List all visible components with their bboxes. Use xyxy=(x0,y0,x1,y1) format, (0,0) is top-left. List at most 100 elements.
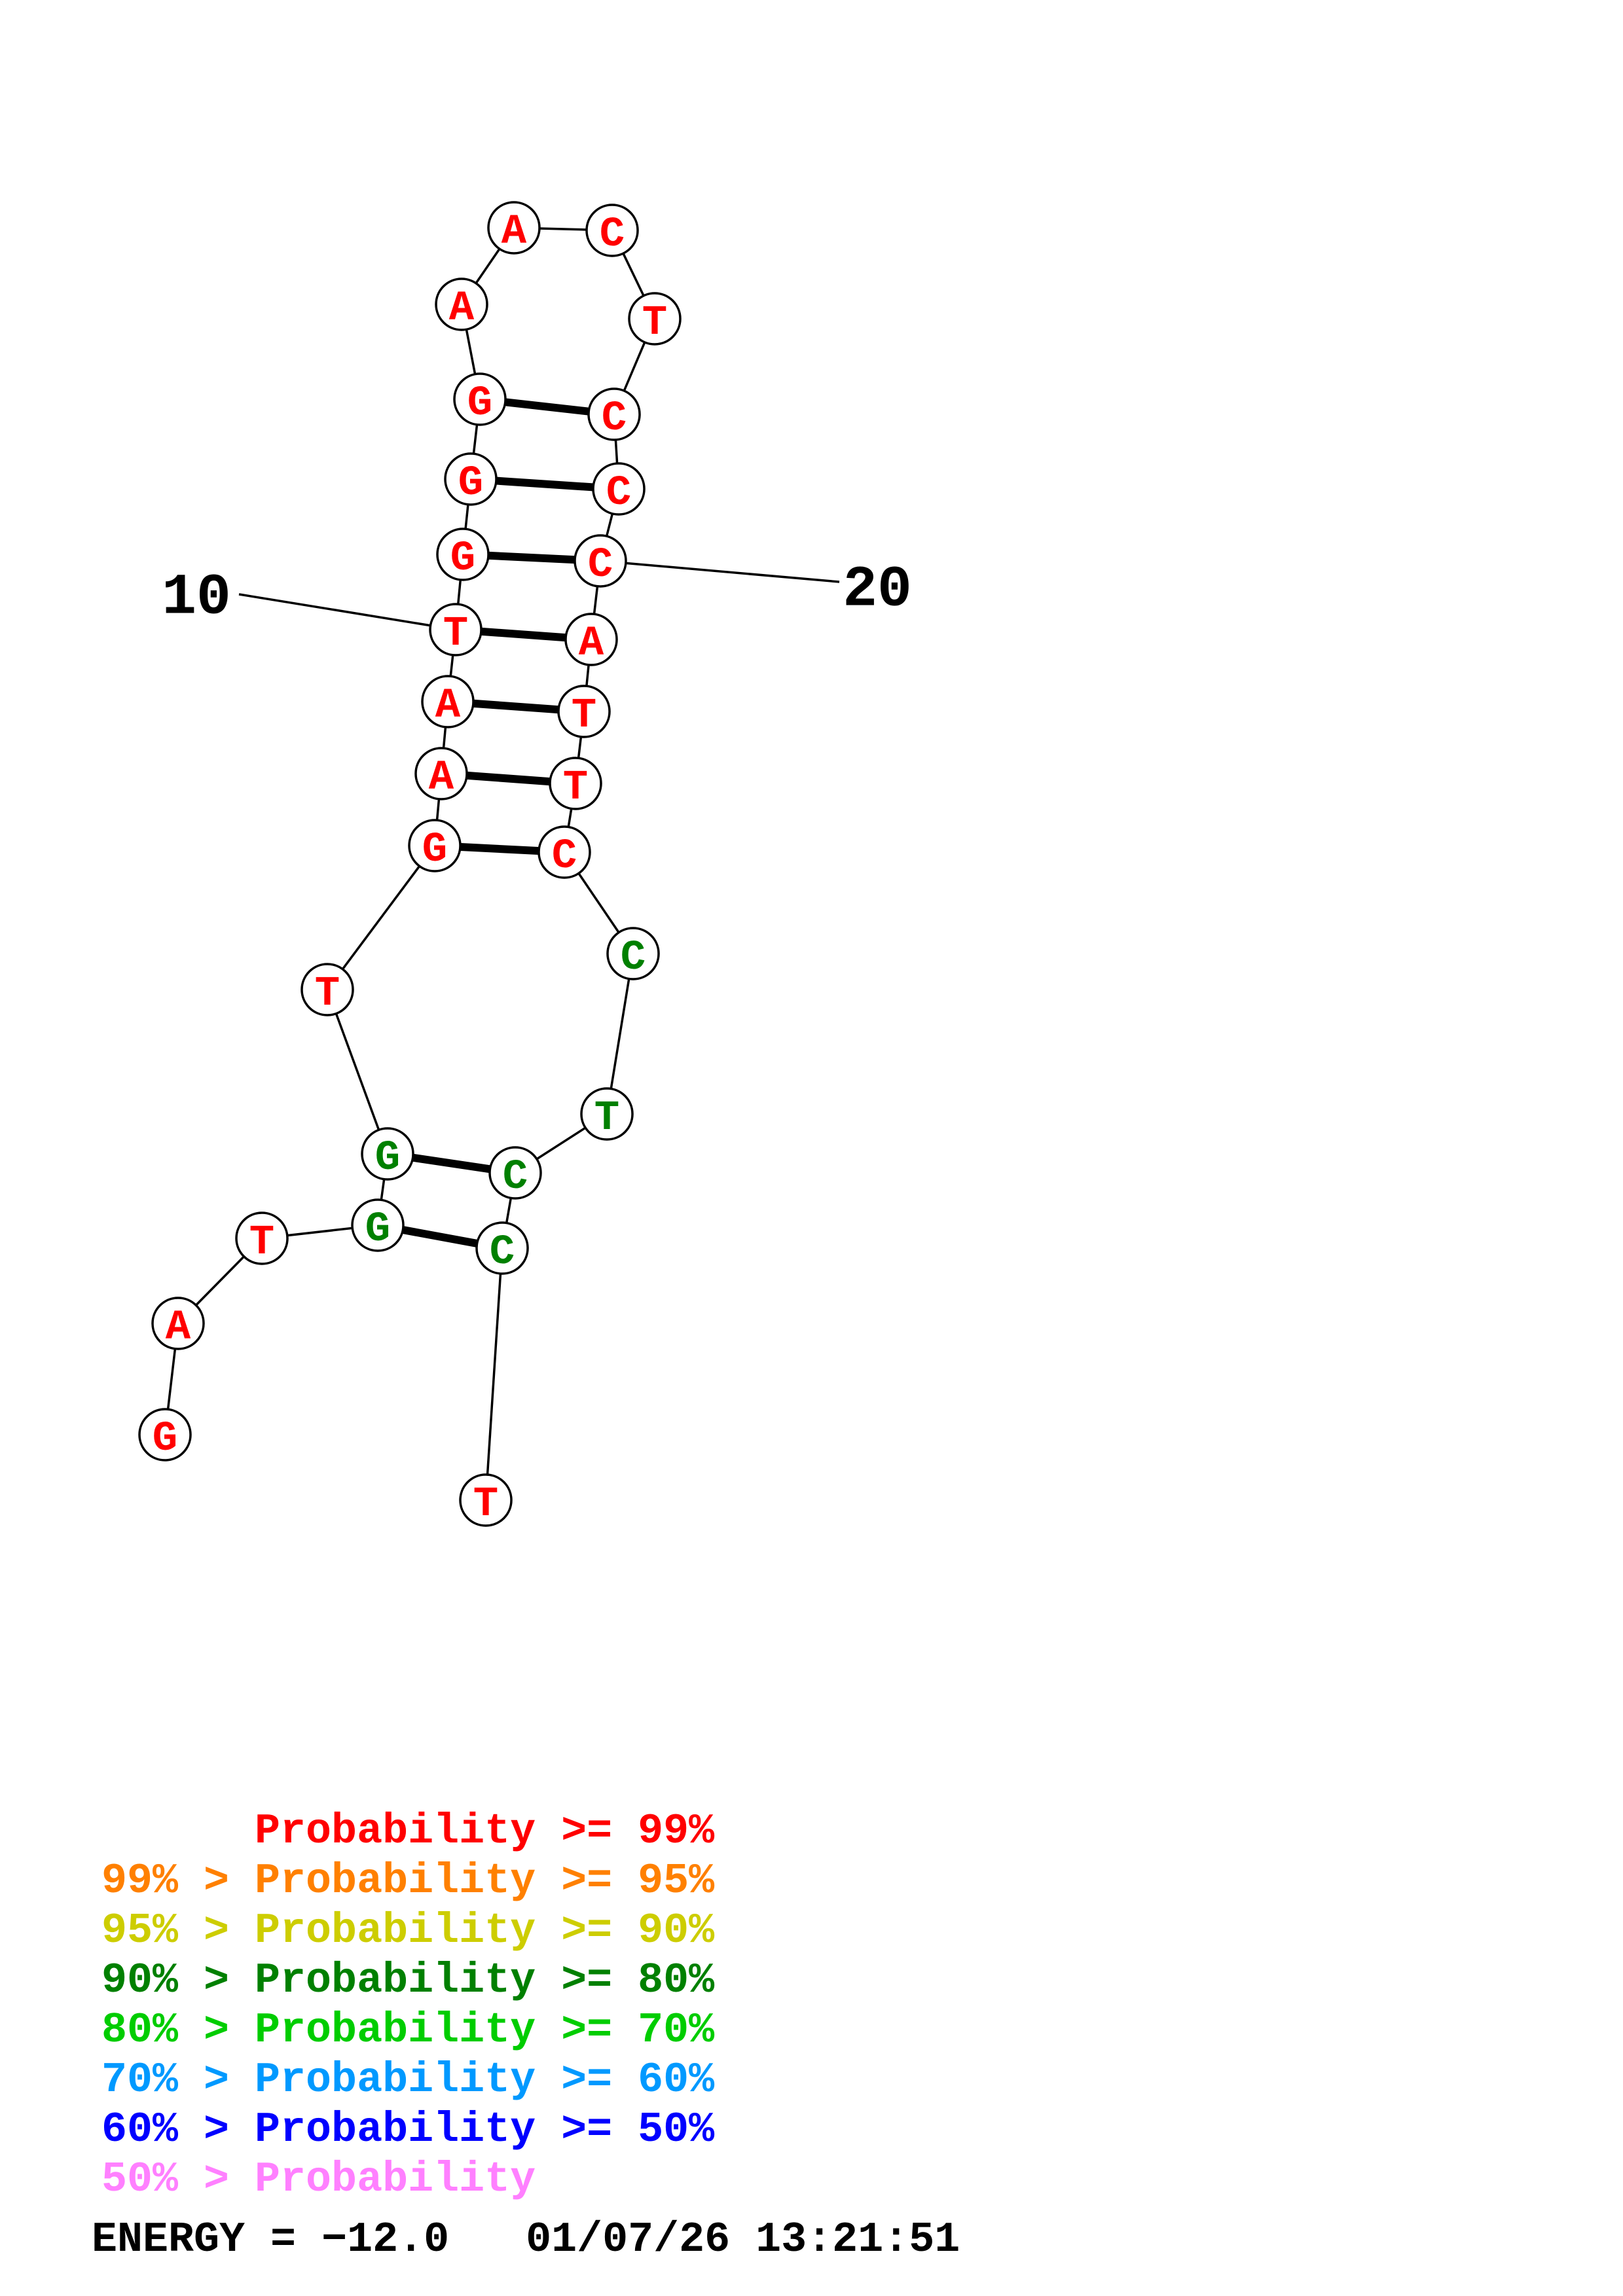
nucleotide-circle xyxy=(606,927,660,980)
nucleotide-letter: C xyxy=(503,1154,528,1201)
nucleotide-circle xyxy=(487,201,541,255)
legend-item: 95% > Probability >= 90% xyxy=(101,1907,715,1955)
label-leader-line xyxy=(238,593,456,631)
legend-item: 90% > Probability >= 80% xyxy=(101,1956,715,2005)
nucleotide-node: G xyxy=(351,1198,405,1253)
nucleotide-letter: G xyxy=(375,1135,400,1182)
nucleotide-letter: C xyxy=(588,542,613,589)
nucleotide-circle xyxy=(351,1198,405,1252)
nucleotide-circle xyxy=(488,1146,542,1200)
backbone-line xyxy=(326,989,389,1155)
nucleotide-circle xyxy=(475,1221,529,1275)
nucleotide-node: G xyxy=(408,819,462,874)
legend-item: 80% > Probability >= 70% xyxy=(101,2006,715,2054)
nucleotide-circle xyxy=(361,1127,414,1181)
nucleotide-node: C xyxy=(592,462,646,517)
nucleotide-circle xyxy=(435,278,488,331)
energy-and-timestamp-label: ENERGY = −12.0 01/07/26 13:21:51 xyxy=(92,2215,960,2264)
nucleotide-letter: C xyxy=(602,395,627,442)
nucleotide-node: C xyxy=(574,534,627,589)
nucleotide-circle xyxy=(592,462,646,516)
nucleotide-letter: T xyxy=(443,611,468,658)
nucleotide-circle xyxy=(628,292,682,346)
nucleotide-letter: A xyxy=(449,285,475,332)
nucleotide-node: C xyxy=(606,927,660,982)
position-label: 10 xyxy=(162,566,231,631)
nucleotide-circle xyxy=(414,747,468,800)
nucleotide-node: T xyxy=(549,757,602,812)
legend-item: 50% > Probability xyxy=(101,2155,536,2204)
nucleotide-letter: A xyxy=(435,683,461,730)
nucleotide-circle xyxy=(564,613,618,666)
nucleotide-letter: T xyxy=(572,692,596,740)
nucleotide-node: A xyxy=(421,675,475,730)
nucleotide-circle xyxy=(301,963,354,1016)
nucleotide-letter: T xyxy=(594,1095,619,1142)
legend-item: 60% > Probability >= 50% xyxy=(101,2106,715,2154)
nucleotide-circle xyxy=(138,1408,192,1462)
nucleotide-letter: T xyxy=(315,971,340,1018)
nucleotide-node: T xyxy=(580,1087,634,1142)
legend-item: Probability >= 99% xyxy=(101,1807,715,1856)
nucleotide-node: T xyxy=(557,685,611,740)
nucleotide-circle xyxy=(429,603,483,656)
nucleotide-node: G xyxy=(444,452,498,507)
nucleotide-letter: G xyxy=(422,827,447,874)
nucleotide-circle xyxy=(585,204,639,257)
nucleotide-letter: T xyxy=(249,1219,274,1266)
nucleotide-letter: C xyxy=(600,211,625,259)
nucleotide-node: A xyxy=(435,278,488,332)
nucleotide-circle xyxy=(580,1087,634,1141)
nucleotide-circle xyxy=(587,387,641,441)
nucleotide-letter: A xyxy=(429,755,454,802)
nucleotide-circle xyxy=(574,534,627,588)
nucleotide-circle xyxy=(453,372,507,426)
nucleotide-circle xyxy=(421,675,475,728)
nucleotide-letter: C xyxy=(552,833,577,880)
nucleotide-letter: A xyxy=(501,209,527,256)
nucleotide-circle xyxy=(151,1297,205,1350)
nucleotide-node: G xyxy=(138,1408,192,1463)
nucleotide-letter: T xyxy=(473,1481,498,1528)
label-leader-line xyxy=(600,560,840,583)
nucleotide-letter: C xyxy=(621,935,646,982)
backbone-line xyxy=(326,844,436,991)
nucleotide-node: A xyxy=(564,613,618,668)
nucleotide-node: T xyxy=(628,292,682,347)
nucleotide-letter: T xyxy=(642,300,667,347)
nucleotide-node: G xyxy=(361,1127,414,1182)
nucleotide-circle xyxy=(444,452,498,506)
nucleotide-letter: A xyxy=(166,1304,191,1352)
nucleotide-circle xyxy=(235,1211,289,1265)
nucleotide-node: A xyxy=(487,201,541,256)
nucleotide-node: C xyxy=(488,1146,542,1201)
nucleotide-node: C xyxy=(538,825,591,880)
nucleotide-node: C xyxy=(475,1221,529,1276)
nucleotide-node: C xyxy=(587,387,641,442)
nucleotide-node: T xyxy=(429,603,483,658)
nucleotide-letter: G xyxy=(467,380,492,427)
legend-item: 70% > Probability >= 60% xyxy=(101,2056,715,2104)
position-label: 20 xyxy=(843,558,912,623)
probability-legend: Probability >= 99% 99% > Probability >= 9… xyxy=(101,1806,714,2204)
nucleotide-letter: G xyxy=(153,1416,177,1463)
nucleotide-circle xyxy=(549,757,602,810)
nucleotide-circle xyxy=(408,819,462,872)
nucleotide-letter: G xyxy=(365,1206,390,1253)
nucleotide-letter: C xyxy=(606,470,631,517)
nucleotide-circle xyxy=(436,528,490,581)
nucleotide-letter: C xyxy=(490,1229,515,1276)
nucleotide-circle xyxy=(459,1473,513,1527)
nucleotide-node: G xyxy=(436,528,490,583)
nucleotide-node: T xyxy=(459,1473,513,1528)
nucleotide-node: A xyxy=(151,1297,205,1352)
nucleotide-letter: A xyxy=(579,620,604,668)
nucleotide-node: T xyxy=(235,1211,289,1266)
nucleotide-node: T xyxy=(301,963,354,1018)
nucleotide-circle xyxy=(557,685,611,738)
nucleotide-circle xyxy=(538,825,591,879)
nucleotide-letter: G xyxy=(450,535,475,583)
nucleotide-node: C xyxy=(585,204,639,259)
